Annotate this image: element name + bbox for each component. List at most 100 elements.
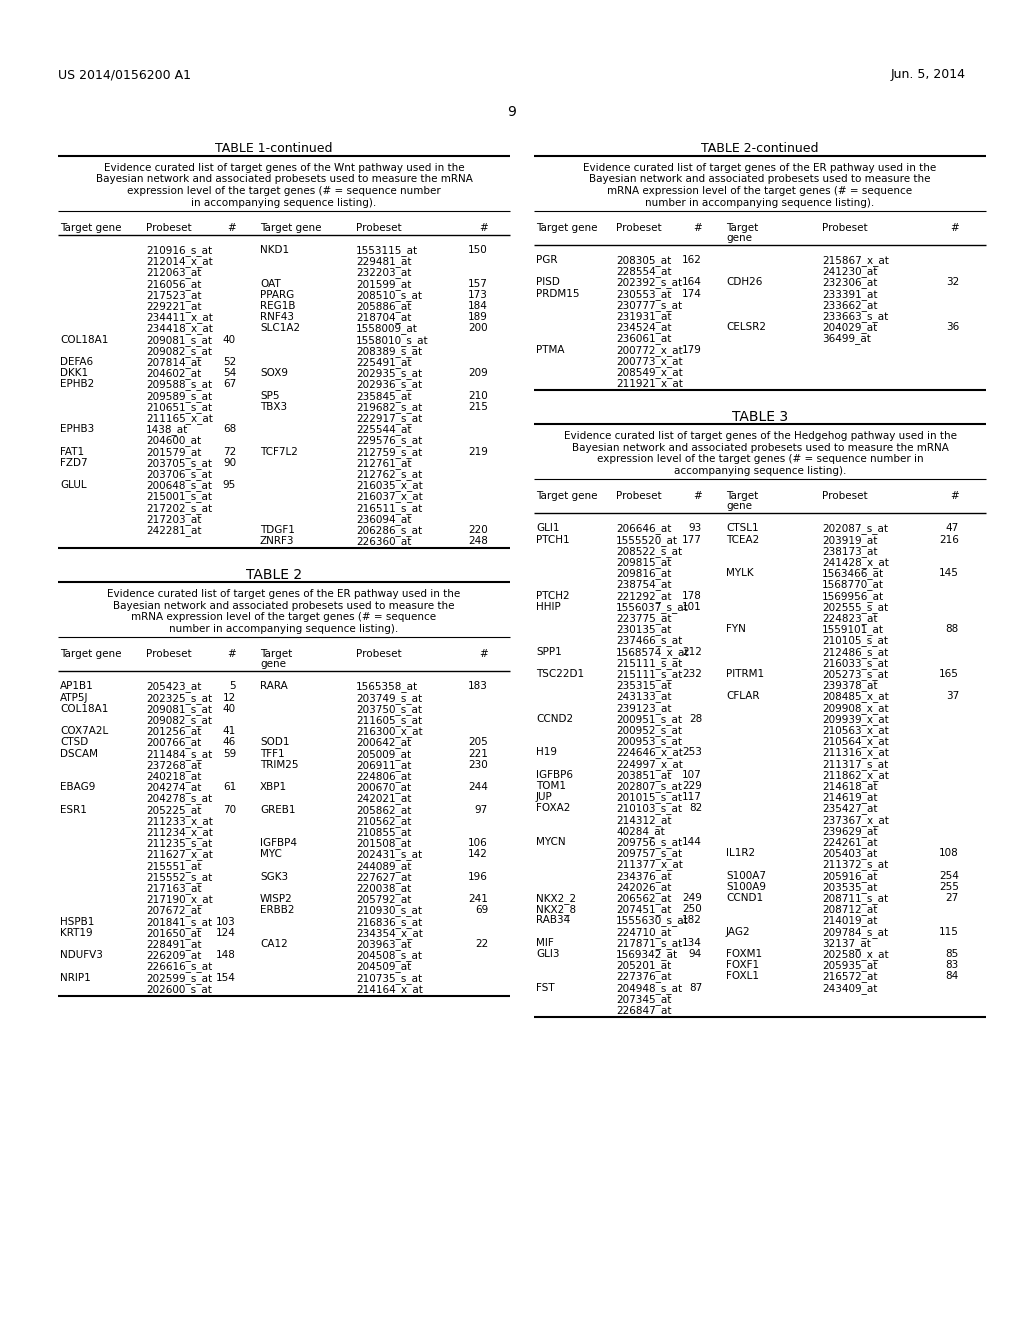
Text: 94: 94 <box>689 949 702 960</box>
Text: 234354_x_at: 234354_x_at <box>356 928 423 939</box>
Text: 32137_at: 32137_at <box>822 937 870 949</box>
Text: DSCAM: DSCAM <box>60 748 98 759</box>
Text: 235427_at: 235427_at <box>822 804 878 814</box>
Text: IGFBP4: IGFBP4 <box>260 838 297 849</box>
Text: CA12: CA12 <box>260 939 288 949</box>
Text: 216035_x_at: 216035_x_at <box>356 480 423 491</box>
Text: 101: 101 <box>682 602 702 611</box>
Text: FYN: FYN <box>726 624 745 634</box>
Text: 244089_at: 244089_at <box>356 861 412 871</box>
Text: 202087_s_at: 202087_s_at <box>822 524 888 535</box>
Text: HSPB1: HSPB1 <box>60 916 94 927</box>
Text: 236094_at: 236094_at <box>356 513 412 525</box>
Text: 233663_s_at: 233663_s_at <box>822 312 888 322</box>
Text: 235845_at: 235845_at <box>356 391 412 401</box>
Text: 204274_at: 204274_at <box>146 783 202 793</box>
Text: 201015_s_at: 201015_s_at <box>616 792 682 803</box>
Text: Probeset: Probeset <box>616 223 662 234</box>
Text: 200953_s_at: 200953_s_at <box>616 737 682 747</box>
Text: TABLE 3: TABLE 3 <box>732 411 788 425</box>
Text: 212063_at: 212063_at <box>146 268 202 279</box>
Text: 202600_s_at: 202600_s_at <box>146 983 212 995</box>
Text: SLC1A2: SLC1A2 <box>260 323 300 334</box>
Text: 1568574_x_at: 1568574_x_at <box>616 647 689 657</box>
Text: US 2014/0156200 A1: US 2014/0156200 A1 <box>58 69 191 81</box>
Text: TOM1: TOM1 <box>536 781 566 791</box>
Text: 204509_at: 204509_at <box>356 961 412 973</box>
Text: 179: 179 <box>682 345 702 355</box>
Text: 212014_x_at: 212014_x_at <box>146 256 213 267</box>
Text: 209589_s_at: 209589_s_at <box>146 391 212 401</box>
Text: 240218_at: 240218_at <box>146 771 202 781</box>
Text: 201579_at: 201579_at <box>146 446 202 458</box>
Text: 212: 212 <box>682 647 702 656</box>
Text: 230777_s_at: 230777_s_at <box>616 300 682 310</box>
Text: 203963_at: 203963_at <box>356 939 412 950</box>
Text: 203706_s_at: 203706_s_at <box>146 469 212 480</box>
Text: in accompanying sequence listing).: in accompanying sequence listing). <box>191 198 377 207</box>
Text: 205886_at: 205886_at <box>356 301 412 312</box>
Text: 85: 85 <box>946 949 959 960</box>
Text: 207672_at: 207672_at <box>146 906 202 916</box>
Text: 218704_at: 218704_at <box>356 313 412 323</box>
Text: 236061_at: 236061_at <box>616 334 672 345</box>
Text: 226209_at: 226209_at <box>146 950 202 961</box>
Text: ESR1: ESR1 <box>60 805 87 814</box>
Text: 203851_at: 203851_at <box>616 770 672 780</box>
Text: 59: 59 <box>223 748 236 759</box>
Text: 200773_x_at: 200773_x_at <box>616 356 683 367</box>
Text: 203535_at: 203535_at <box>822 882 878 892</box>
Text: Probeset: Probeset <box>356 649 401 660</box>
Text: 219: 219 <box>468 446 488 457</box>
Text: MYCN: MYCN <box>536 837 565 847</box>
Text: 69: 69 <box>475 906 488 915</box>
Text: 1559101_at: 1559101_at <box>822 624 884 635</box>
Text: 210105_s_at: 210105_s_at <box>822 635 888 647</box>
Text: 40: 40 <box>223 704 236 714</box>
Text: 28: 28 <box>689 714 702 723</box>
Text: 183: 183 <box>468 681 488 692</box>
Text: gene: gene <box>260 660 286 669</box>
Text: 210562_at: 210562_at <box>356 816 412 826</box>
Text: 37: 37 <box>946 692 959 701</box>
Text: TDGF1: TDGF1 <box>260 525 295 535</box>
Text: Target gene: Target gene <box>60 649 122 660</box>
Text: CDH26: CDH26 <box>726 277 763 288</box>
Text: 216572_at: 216572_at <box>822 972 878 982</box>
Text: 211235_s_at: 211235_s_at <box>146 838 212 849</box>
Text: 239629_at: 239629_at <box>822 826 878 837</box>
Text: NKX2_8: NKX2_8 <box>536 904 577 915</box>
Text: #: # <box>950 223 959 234</box>
Text: 200642_at: 200642_at <box>356 738 412 748</box>
Text: 205225_at: 205225_at <box>146 805 202 816</box>
Text: 202431_s_at: 202431_s_at <box>356 849 422 861</box>
Text: 215867_x_at: 215867_x_at <box>822 255 889 265</box>
Text: 224710_at: 224710_at <box>616 927 672 937</box>
Text: 157: 157 <box>468 279 488 289</box>
Text: 93: 93 <box>689 524 702 533</box>
Text: 12: 12 <box>223 693 236 702</box>
Text: Probeset: Probeset <box>822 223 867 234</box>
Text: 165: 165 <box>939 669 959 678</box>
Text: MYLK: MYLK <box>726 568 754 578</box>
Text: 208711_s_at: 208711_s_at <box>822 894 888 904</box>
Text: 212486_s_at: 212486_s_at <box>822 647 888 657</box>
Text: 215111_s_at: 215111_s_at <box>616 669 682 680</box>
Text: 209784_s_at: 209784_s_at <box>822 927 888 937</box>
Text: 36: 36 <box>946 322 959 333</box>
Text: 237466_s_at: 237466_s_at <box>616 635 682 647</box>
Text: 205423_at: 205423_at <box>146 681 202 692</box>
Text: 229: 229 <box>682 781 702 791</box>
Text: 208522_s_at: 208522_s_at <box>616 545 682 557</box>
Text: CCND1: CCND1 <box>726 894 763 903</box>
Text: 117: 117 <box>682 792 702 803</box>
Text: 225491_at: 225491_at <box>356 356 412 368</box>
Text: #: # <box>227 223 236 234</box>
Text: 83: 83 <box>946 960 959 970</box>
Text: 212759_s_at: 212759_s_at <box>356 446 422 458</box>
Text: 97: 97 <box>475 805 488 814</box>
Text: PITRM1: PITRM1 <box>726 669 764 678</box>
Text: 1565358_at: 1565358_at <box>356 681 418 692</box>
Text: EPHB3: EPHB3 <box>60 424 94 434</box>
Text: 82: 82 <box>689 804 702 813</box>
